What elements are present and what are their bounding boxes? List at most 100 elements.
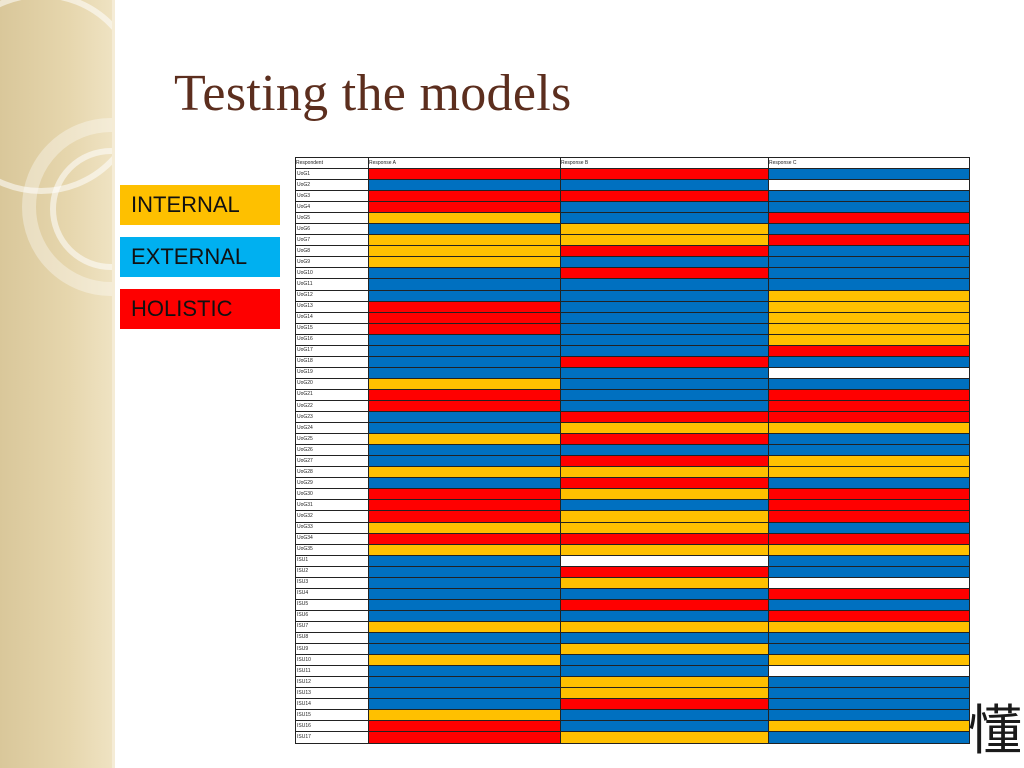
table-row: UoG28 [295,466,970,479]
response-cell [560,234,769,247]
response-cell [560,256,769,269]
table-row: UoG33 [295,521,970,534]
response-cell [768,422,970,435]
table-row: UoG26 [295,444,970,457]
sidebar-decoration [0,0,114,768]
response-cell [560,411,769,424]
table-row: UoG19 [295,366,970,379]
response-cell [768,201,970,214]
response-cell [560,565,769,578]
table-row: UoG11 [295,278,970,291]
response-cell [368,565,561,578]
response-cell [560,687,769,700]
response-cell [560,477,769,490]
response-cell [560,366,769,379]
response-cell [368,466,561,479]
header-response-b: Response B [560,157,769,169]
response-cell [368,300,561,313]
table-row: ISU17 [295,731,970,744]
response-cell [368,654,561,667]
respondent-cell: UoG24 [295,422,369,435]
respondent-cell: UoG1 [295,167,369,181]
response-cell [368,731,561,744]
respondent-cell: ISU1 [295,554,369,567]
response-cell [368,532,561,545]
table-row: ISU14 [295,698,970,711]
response-cell [368,444,561,457]
response-cell [368,709,561,722]
response-cell [560,665,769,678]
response-cell [368,267,561,280]
table-row: ISU4 [295,587,970,600]
respondent-cell: UoG17 [295,344,369,357]
response-cell [368,179,561,192]
response-cell [560,278,769,291]
response-cell [768,245,970,258]
response-cell [768,510,970,523]
response-cell [768,620,970,633]
respondent-cell: UoG5 [295,212,369,225]
response-cell [560,654,769,667]
respondent-cell: UoG16 [295,333,369,346]
table-row: UoG12 [295,289,970,302]
response-cell [560,521,769,534]
respondent-cell: UoG9 [295,256,369,269]
response-cell [560,698,769,711]
table-row: UoG13 [295,300,970,313]
table-row: UoG32 [295,510,970,523]
respondent-cell: UoG3 [295,190,369,203]
header-response-c: Response C [768,157,970,169]
response-cell [768,333,970,346]
response-cell [368,477,561,490]
response-cell [368,190,561,203]
response-cell [368,355,561,368]
respondent-cell: UoG31 [295,499,369,512]
response-cell [368,256,561,269]
table-row: UoG30 [295,488,970,501]
respondent-cell: UoG35 [295,543,369,556]
response-cell [768,521,970,534]
respondent-cell: UoG15 [295,322,369,335]
response-cell [560,455,769,468]
response-cell [368,455,561,468]
legend-internal: INTERNAL [120,185,280,225]
response-cell [768,654,970,667]
table-row: UoG16 [295,333,970,346]
table-header-row: Respondent Response A Response B Respons… [295,157,970,169]
response-cell [768,179,970,192]
respondent-cell: UoG29 [295,477,369,490]
response-cell [368,609,561,622]
table-row: UoG35 [295,543,970,556]
table-row: UoG31 [295,499,970,512]
respondent-cell: UoG14 [295,311,369,324]
response-cell [768,212,970,225]
response-cell [368,422,561,435]
response-cell [368,411,561,424]
response-cell [560,300,769,313]
response-cell [768,399,970,413]
respondent-cell: ISU14 [295,698,369,711]
response-cell [768,499,970,512]
response-cell [368,687,561,700]
response-cell [560,532,769,545]
respondent-cell: UoG26 [295,444,369,457]
table-row: UoG34 [295,532,970,545]
response-cell [560,466,769,479]
response-cell [560,377,769,390]
respondent-cell: ISU7 [295,620,369,633]
table-row: ISU11 [295,665,970,678]
response-cell [560,709,769,722]
response-cell [368,576,561,589]
response-cell [368,676,561,689]
table-row: UoG10 [295,267,970,280]
response-cell [560,631,769,645]
respondent-cell: UoG21 [295,388,369,401]
response-cell [560,488,769,501]
response-cell [768,609,970,622]
response-cell [768,444,970,457]
response-cell [560,510,769,523]
respondent-cell: UoG30 [295,488,369,501]
table-row: UoG23 [295,411,970,424]
response-cell [368,311,561,324]
respondent-cell: UoG19 [295,366,369,379]
